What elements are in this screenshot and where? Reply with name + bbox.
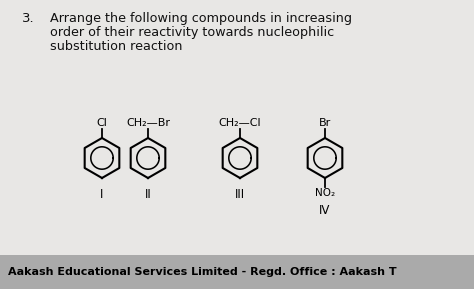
Text: Arrange the following compounds in increasing: Arrange the following compounds in incre…: [50, 12, 352, 25]
Text: I: I: [100, 188, 104, 201]
Text: CH₂—Br: CH₂—Br: [126, 118, 170, 128]
Text: II: II: [145, 188, 151, 201]
Text: Br: Br: [319, 118, 331, 128]
Text: 3.: 3.: [22, 12, 35, 25]
Text: III: III: [235, 188, 245, 201]
Text: Aakash Educational Services Limited - Regd. Office : Aakash T: Aakash Educational Services Limited - Re…: [8, 267, 397, 277]
Text: NO₂: NO₂: [315, 188, 335, 198]
Text: substitution reaction: substitution reaction: [50, 40, 182, 53]
FancyBboxPatch shape: [0, 255, 474, 289]
Text: Cl: Cl: [97, 118, 108, 128]
Text: IV: IV: [319, 204, 331, 217]
FancyBboxPatch shape: [0, 0, 474, 255]
Text: order of their reactivity towards nucleophilic: order of their reactivity towards nucleo…: [50, 26, 334, 39]
Text: CH₂—Cl: CH₂—Cl: [219, 118, 261, 128]
